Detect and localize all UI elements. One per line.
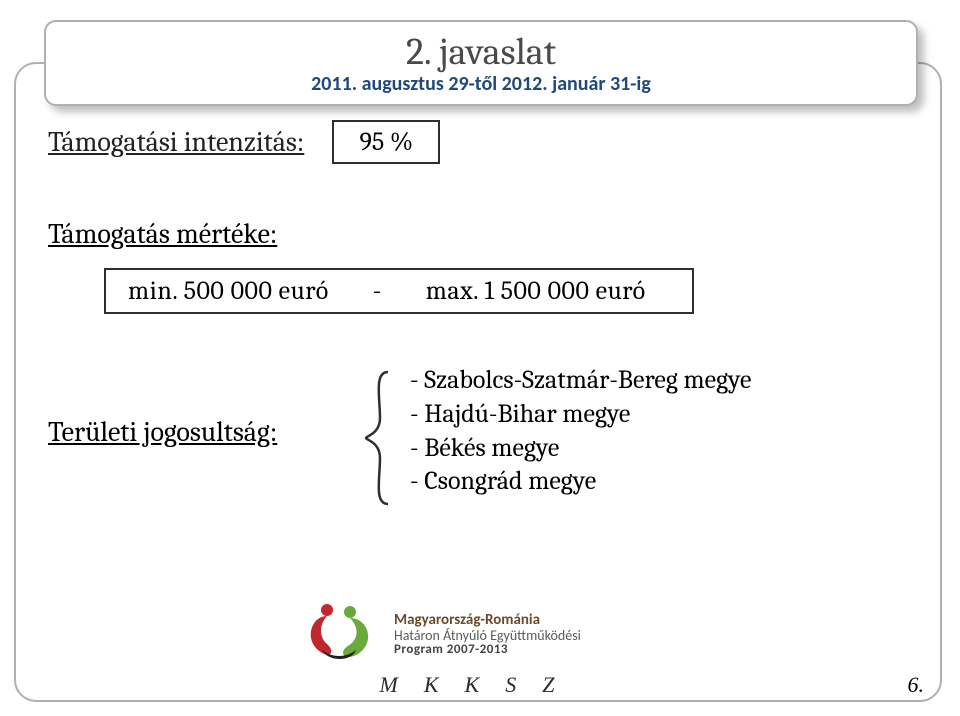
amount-label: Támogatás mértéke: — [48, 218, 277, 250]
footer-letters: MKKSZ — [0, 672, 960, 698]
slide-subtitle: 2011. augusztus 29-től 2012. január 31-i… — [311, 72, 651, 96]
page-number: 6. — [908, 672, 925, 698]
amount-max: max. 1 500 000 euró — [426, 276, 646, 306]
territory-item: - Csongrád megye — [410, 465, 751, 499]
territory-item: - Hajdú-Bihar megye — [410, 398, 751, 432]
territory-list: - Szabolcs-Szatmár-Bereg megye - Hajdú-B… — [410, 364, 751, 499]
intensity-row: Támogatási intenzitás: 95 % — [48, 120, 440, 164]
slide-title: 2. javaslat — [406, 30, 556, 74]
logo-icon — [300, 602, 380, 668]
amount-box: min. 500 000 euró - max. 1 500 000 euró — [104, 268, 694, 314]
amount-separator: - — [373, 276, 382, 306]
program-logo: Magyarország-Románia Határon Átnyúló Egy… — [300, 602, 581, 668]
curly-bracket-icon — [360, 368, 396, 508]
logo-text: Magyarország-Románia Határon Átnyúló Egy… — [394, 613, 581, 657]
logo-line-2: Határon Átnyúló Együttműködési — [394, 629, 581, 644]
territory-item: - Békés megye — [410, 432, 751, 466]
logo-line-3: Program 2007-2013 — [394, 643, 581, 657]
amount-min: min. 500 000 euró — [128, 276, 329, 306]
territory-label: Területi jogosultság: — [48, 416, 277, 448]
territory-item: - Szabolcs-Szatmár-Bereg megye — [410, 364, 751, 398]
intensity-value-box: 95 % — [332, 120, 440, 164]
intensity-label: Támogatási intenzitás: — [48, 126, 304, 158]
title-box: 2. javaslat 2011. augusztus 29-től 2012.… — [44, 20, 918, 106]
